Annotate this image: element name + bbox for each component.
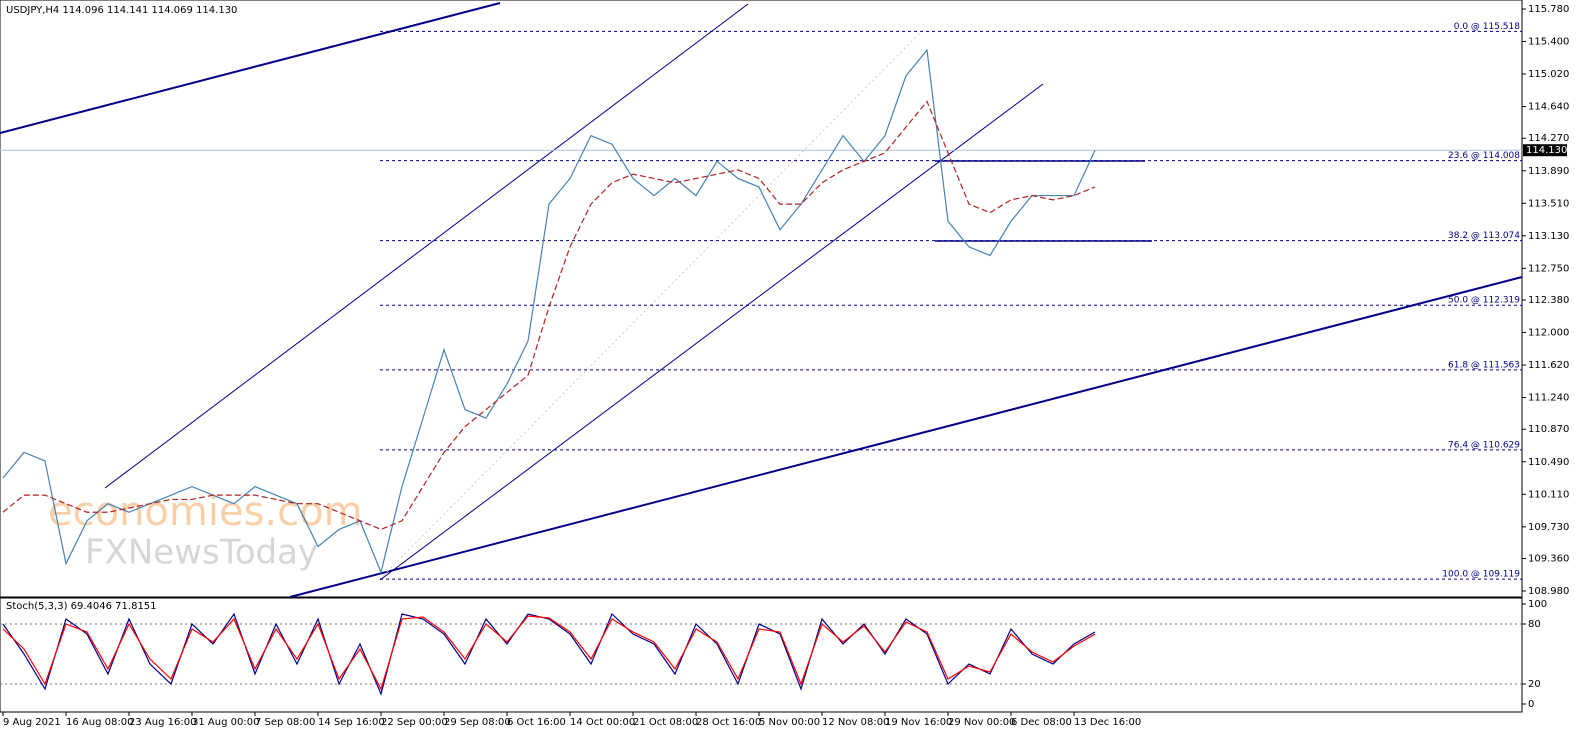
stoch-panel	[0, 597, 1523, 713]
x-tick-label: 23 Aug 16:00	[129, 717, 196, 728]
x-tick-label: 22 Sep 00:00	[381, 717, 448, 728]
y-tick-label: 114.270	[1528, 133, 1569, 144]
series-line	[2, 612, 1096, 696]
y-tick-label: 115.400	[1528, 37, 1569, 48]
y-tick-label: 80	[1528, 619, 1541, 630]
x-tick-label: 16 Aug 08:00	[66, 717, 133, 728]
x-tick-label: 14 Oct 00:00	[570, 717, 635, 728]
channel-line	[104, 3, 749, 489]
y-tick-label: 112.380	[1528, 295, 1569, 306]
last-price-box	[1523, 144, 1567, 157]
watermark: FXNewsToday	[85, 533, 318, 573]
level-label: 76.4 @ 110.629	[1448, 440, 1520, 450]
stoch-title: Stoch(5,3,3) 69.4046 71.8151	[6, 601, 157, 612]
x-tick-label: 9 Aug 2021	[3, 717, 61, 728]
level-label: 38.2 @ 113.074	[1448, 231, 1520, 241]
trend-line	[0, 2, 501, 134]
x-tick-label: 29 Nov 00:00	[948, 717, 1015, 728]
x-tick-label: 19 Nov 16:00	[885, 717, 952, 728]
y-tick-label: 109.360	[1528, 553, 1569, 564]
y-tick-label: 112.750	[1528, 263, 1569, 274]
x-tick-label: 7 Sep 08:00	[255, 717, 315, 728]
y-tick-label: 108.980	[1528, 586, 1569, 597]
y-tick-label: 111.620	[1528, 360, 1569, 371]
series-line	[2, 48, 1096, 575]
x-tick-label: 13 Dec 16:00	[1074, 717, 1141, 728]
y-tick-label: 115.780	[1528, 4, 1569, 15]
y-tick-label: 115.020	[1528, 69, 1569, 80]
y-tick-label: 110.110	[1528, 489, 1569, 500]
x-tick-label: 29 Sep 08:00	[444, 717, 511, 728]
y-tick-label: 113.130	[1528, 231, 1569, 242]
main-panel	[0, 0, 1523, 598]
y-tick-label: 113.890	[1528, 166, 1569, 177]
x-tick-label: 14 Sep 16:00	[318, 717, 385, 728]
channel-line	[379, 83, 1044, 581]
y-tick-label: 110.490	[1528, 457, 1569, 468]
level-label: 50.0 @ 112.319	[1448, 296, 1520, 306]
level-label: 0.0 @ 115.518	[1454, 22, 1521, 32]
y-tick-label: 100	[1528, 599, 1547, 610]
level-label: 61.8 @ 111.563	[1448, 360, 1520, 370]
last-price-label: 114.130	[1526, 145, 1567, 156]
x-tick-label: 6 Oct 16:00	[507, 717, 566, 728]
x-tick-label: 5 Nov 00:00	[759, 717, 820, 728]
y-tick-label: 112.000	[1528, 328, 1569, 339]
level-label: 23.6 @ 114.008	[1448, 151, 1520, 161]
trend-line	[289, 276, 1523, 598]
series-line	[2, 615, 1096, 691]
x-tick-label: 31 Aug 00:00	[192, 717, 259, 728]
y-tick-label: 111.240	[1528, 393, 1569, 404]
y-tick-label: 0	[1528, 699, 1534, 710]
y-tick-label: 114.640	[1528, 102, 1569, 113]
series-line	[2, 100, 1096, 531]
x-tick-label: 12 Nov 08:00	[822, 717, 889, 728]
chart-title: USDJPY,H4 114.096 114.141 114.069 114.13…	[6, 5, 237, 16]
x-tick-label: 28 Oct 16:00	[696, 717, 761, 728]
x-tick-label: 6 Dec 08:00	[1011, 717, 1072, 728]
y-tick-label: 109.730	[1528, 522, 1569, 533]
trend-lines	[0, 2, 1523, 598]
watermark: economies.com	[48, 489, 363, 535]
level-label: 100.0 @ 109.119	[1442, 570, 1520, 580]
y-tick-label: 113.510	[1528, 198, 1569, 209]
y-tick-label: 20	[1528, 679, 1541, 690]
y-tick-label: 110.870	[1528, 424, 1569, 435]
x-tick-label: 21 Oct 08:00	[633, 717, 698, 728]
